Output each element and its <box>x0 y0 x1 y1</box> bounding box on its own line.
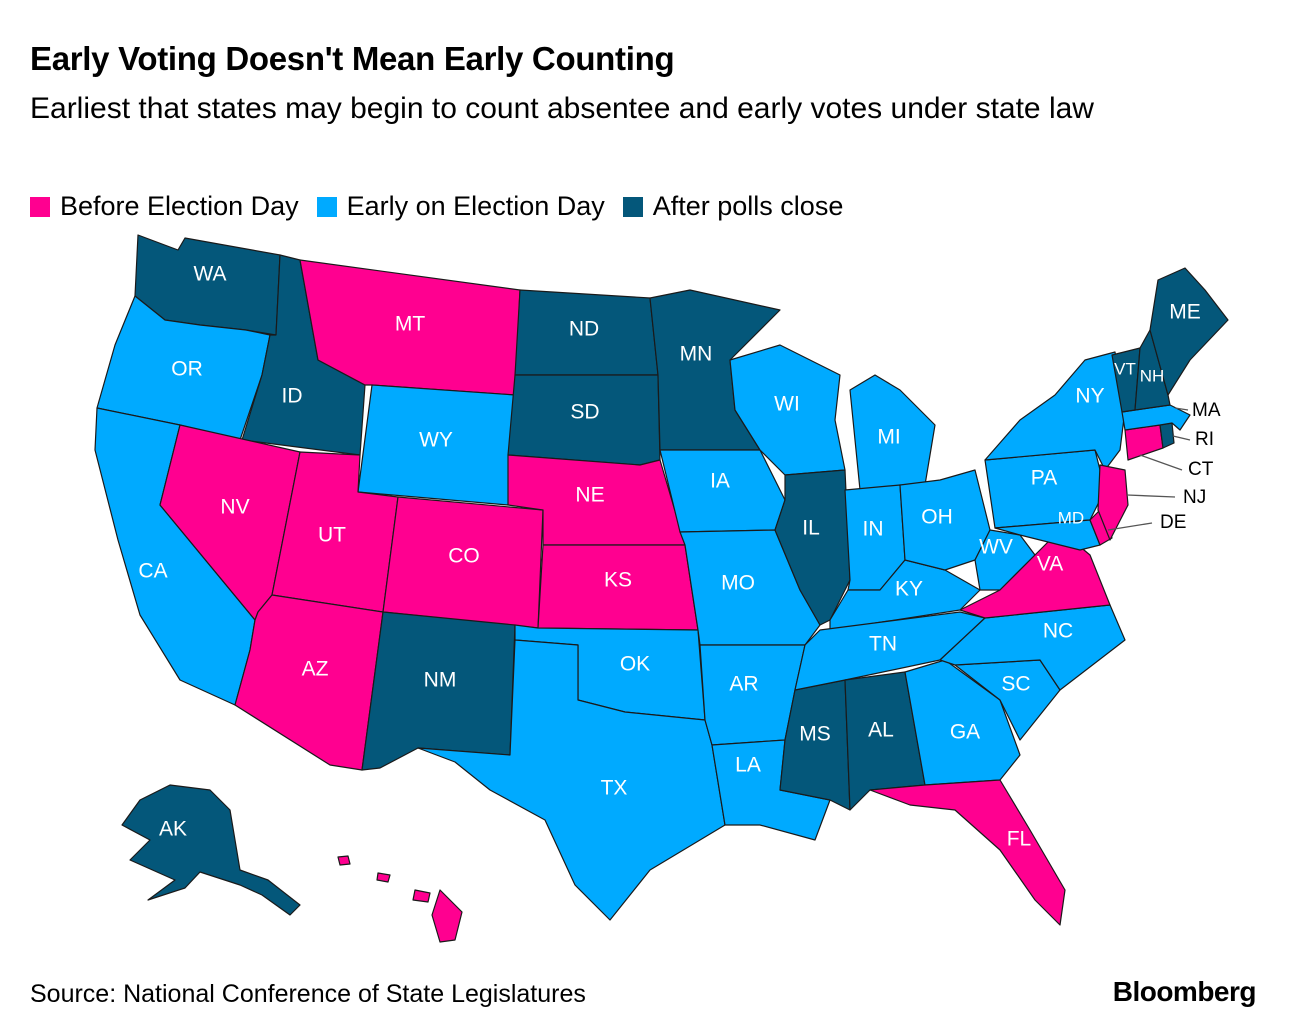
leader-CT <box>1139 454 1183 471</box>
label-OR: OR <box>171 358 203 381</box>
label-SD: SD <box>570 401 599 424</box>
label-NE: NE <box>575 484 604 507</box>
leader-DE <box>1107 522 1153 531</box>
state-HI-kauai[interactable] <box>337 855 351 866</box>
state-HI-oahu[interactable] <box>376 872 391 883</box>
label-AK: AK <box>159 818 187 841</box>
leader-NJ <box>1126 494 1176 498</box>
legend-item-after: After polls close <box>622 191 844 222</box>
state-RI[interactable] <box>1159 422 1175 449</box>
state-FL[interactable] <box>869 779 1066 926</box>
label-WA: WA <box>193 263 226 286</box>
label-AL: AL <box>868 719 894 742</box>
state-HI-big-island[interactable] <box>431 889 463 943</box>
state-AZ[interactable] <box>234 594 384 771</box>
label-NM: NM <box>424 669 457 692</box>
label-RI: RI <box>1195 429 1214 450</box>
legend-swatch-early <box>316 196 337 217</box>
label-MN: MN <box>680 343 713 366</box>
state-DE[interactable] <box>1089 509 1113 546</box>
state-CT[interactable] <box>1124 424 1164 461</box>
label-NJ: NJ <box>1183 487 1206 508</box>
label-NC: NC <box>1043 620 1073 643</box>
state-NY[interactable] <box>984 351 1126 471</box>
label-IA: IA <box>710 470 730 493</box>
label-OK: OK <box>620 653 650 676</box>
label-ND: ND <box>569 318 599 341</box>
label-OH: OH <box>921 506 953 529</box>
leader-RI <box>1172 435 1191 441</box>
label-SC: SC <box>1001 673 1030 696</box>
chart-subtitle: Earliest that states may begin to count … <box>30 92 1094 125</box>
label-TN: TN <box>869 633 897 656</box>
label-VT: VT <box>1114 359 1136 378</box>
label-ID: ID <box>282 385 303 408</box>
label-MI: MI <box>877 426 900 449</box>
label-AZ: AZ <box>302 658 329 681</box>
legend-swatch-after <box>622 196 643 217</box>
label-IN: IN <box>863 518 884 541</box>
state-NJ[interactable] <box>1097 464 1129 541</box>
state-MI[interactable] <box>849 374 936 491</box>
source-note: Source: National Conference of State Leg… <box>30 980 586 1008</box>
state-NH[interactable] <box>1134 329 1171 411</box>
label-GA: GA <box>950 721 980 744</box>
leader-MA <box>1174 407 1189 411</box>
label-CT: CT <box>1188 459 1214 480</box>
legend-item-early: Early on Election Day <box>316 191 605 222</box>
label-MA: MA <box>1192 400 1221 421</box>
label-MT: MT <box>395 313 425 336</box>
legend: Before Election Day Early on Election Da… <box>30 191 861 222</box>
label-MS: MS <box>799 723 831 746</box>
label-VA: VA <box>1037 553 1063 576</box>
label-NY: NY <box>1075 385 1104 408</box>
label-CO: CO <box>448 545 480 568</box>
label-WI: WI <box>774 393 800 416</box>
label-ME: ME <box>1169 301 1201 324</box>
label-NH: NH <box>1140 366 1165 385</box>
label-FL: FL <box>1007 828 1032 851</box>
state-MA[interactable] <box>1121 404 1191 431</box>
label-KS: KS <box>604 569 632 592</box>
legend-label-before: Before Election Day <box>60 191 299 221</box>
bloomberg-logo: Bloomberg <box>1112 976 1257 1007</box>
chart-title: Early Voting Doesn't Mean Early Counting <box>30 40 675 77</box>
state-TX[interactable] <box>417 639 726 921</box>
legend-swatch-before <box>30 196 50 217</box>
label-KY: KY <box>895 578 923 601</box>
label-TX: TX <box>601 777 628 800</box>
label-AR: AR <box>729 673 758 696</box>
legend-label-early: Early on Election Day <box>346 191 605 221</box>
state-ME[interactable] <box>1149 267 1229 396</box>
label-WY: WY <box>419 429 453 452</box>
label-LA: LA <box>735 754 761 777</box>
label-MD: MD <box>1058 508 1084 527</box>
label-IL: IL <box>802 517 820 540</box>
state-AK[interactable] <box>121 784 301 916</box>
label-DE: DE <box>1160 512 1186 533</box>
label-WV: WV <box>979 536 1013 559</box>
label-PA: PA <box>1031 467 1057 490</box>
label-NV: NV <box>220 496 249 519</box>
label-MO: MO <box>721 572 755 595</box>
legend-label-after: After polls close <box>652 191 844 221</box>
label-UT: UT <box>318 524 346 547</box>
state-HI-maui[interactable] <box>412 889 431 903</box>
legend-item-before: Before Election Day <box>30 191 299 222</box>
label-CA: CA <box>138 560 167 583</box>
